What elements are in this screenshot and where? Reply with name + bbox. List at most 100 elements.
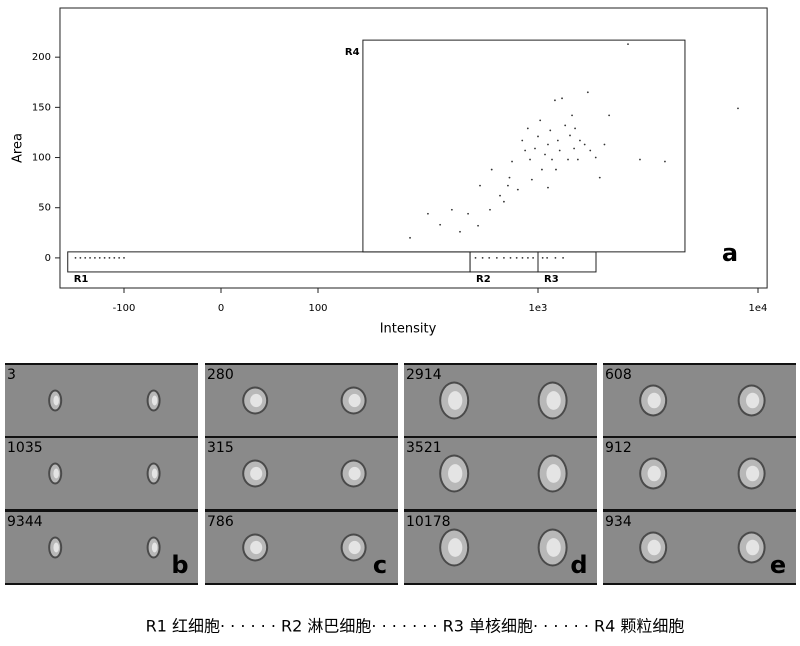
point	[551, 158, 553, 161]
panel-label: e	[770, 551, 786, 579]
image-id: 315	[207, 440, 234, 456]
image-id: 912	[605, 440, 632, 456]
point	[98, 256, 101, 259]
point	[515, 256, 518, 259]
cell-image	[205, 365, 398, 436]
cell-image	[603, 365, 796, 436]
cell-core	[250, 393, 263, 408]
point	[544, 153, 546, 156]
point	[530, 178, 533, 181]
gate-region	[537, 251, 597, 273]
cell-core	[250, 466, 263, 481]
point	[439, 223, 442, 226]
cell-image	[5, 365, 198, 436]
point	[534, 147, 536, 150]
gate-region	[67, 251, 471, 273]
image-id: 934	[605, 514, 632, 530]
point	[79, 256, 82, 259]
point	[537, 135, 539, 138]
point	[737, 107, 739, 110]
point	[532, 256, 534, 259]
cell-core	[348, 466, 361, 481]
point	[529, 158, 531, 161]
point	[511, 160, 513, 163]
point	[639, 158, 641, 161]
y-tick-label: 100	[32, 153, 51, 164]
point	[594, 156, 597, 159]
cell-core	[647, 465, 661, 482]
point	[561, 97, 563, 100]
cell-image	[603, 438, 796, 509]
gate-label: R3	[544, 274, 559, 285]
point	[527, 256, 529, 259]
x-axis-label: Intensity	[380, 322, 437, 337]
point	[539, 119, 542, 122]
panel-label: c	[373, 551, 387, 579]
cell-core	[448, 538, 463, 557]
point	[546, 256, 549, 259]
gate-label: R4	[345, 47, 360, 58]
y-tick-label: 200	[32, 52, 51, 63]
point	[123, 256, 125, 259]
gate-region	[469, 251, 539, 273]
point	[573, 147, 575, 150]
point	[108, 256, 111, 259]
point	[598, 176, 601, 179]
y-tick-label: 150	[32, 102, 51, 113]
point	[488, 256, 491, 259]
cell-core	[746, 465, 760, 482]
panel-label: b	[171, 551, 188, 579]
cell-core	[53, 468, 59, 479]
panel-label: a	[722, 239, 738, 267]
point	[450, 208, 453, 211]
point	[459, 230, 461, 233]
cell-core	[53, 395, 59, 406]
point	[521, 139, 524, 142]
cell-core	[151, 542, 158, 553]
point	[467, 212, 469, 215]
point	[569, 134, 571, 137]
image-id: 9344	[7, 514, 43, 530]
point	[409, 236, 411, 239]
x-tick-label: -100	[113, 303, 136, 314]
point	[113, 256, 116, 259]
point	[579, 139, 581, 142]
image-id: 1035	[7, 440, 43, 456]
cell-core	[546, 391, 561, 410]
point	[524, 149, 527, 152]
point	[503, 256, 505, 259]
point	[508, 176, 511, 179]
point	[516, 188, 519, 191]
point	[627, 43, 629, 46]
image-id: 3	[7, 367, 16, 383]
image-id: 786	[207, 514, 234, 530]
cell-core	[546, 464, 561, 483]
x-tick-label: 1e3	[529, 303, 548, 314]
cell-core	[151, 468, 158, 479]
point	[427, 212, 429, 215]
cell-core	[448, 464, 463, 483]
y-tick-label: 50	[38, 203, 51, 214]
gate-label: R2	[476, 274, 491, 285]
point	[586, 91, 589, 94]
panel-label: d	[570, 551, 587, 579]
image-id: 608	[605, 367, 632, 383]
point	[608, 114, 611, 117]
point	[583, 143, 586, 146]
point	[103, 256, 106, 259]
point	[507, 184, 509, 187]
point	[477, 224, 479, 227]
cell-core	[746, 539, 760, 556]
y-tick-label: 0	[45, 253, 51, 264]
point	[589, 149, 592, 152]
x-tick-label: 1e4	[749, 303, 768, 314]
point	[509, 256, 512, 259]
image-id: 2914	[406, 367, 442, 383]
cell-core	[151, 395, 158, 406]
image-id: 280	[207, 367, 234, 383]
cell-core	[647, 539, 661, 556]
point	[118, 256, 121, 259]
cell-image	[205, 512, 398, 583]
point	[547, 186, 549, 189]
